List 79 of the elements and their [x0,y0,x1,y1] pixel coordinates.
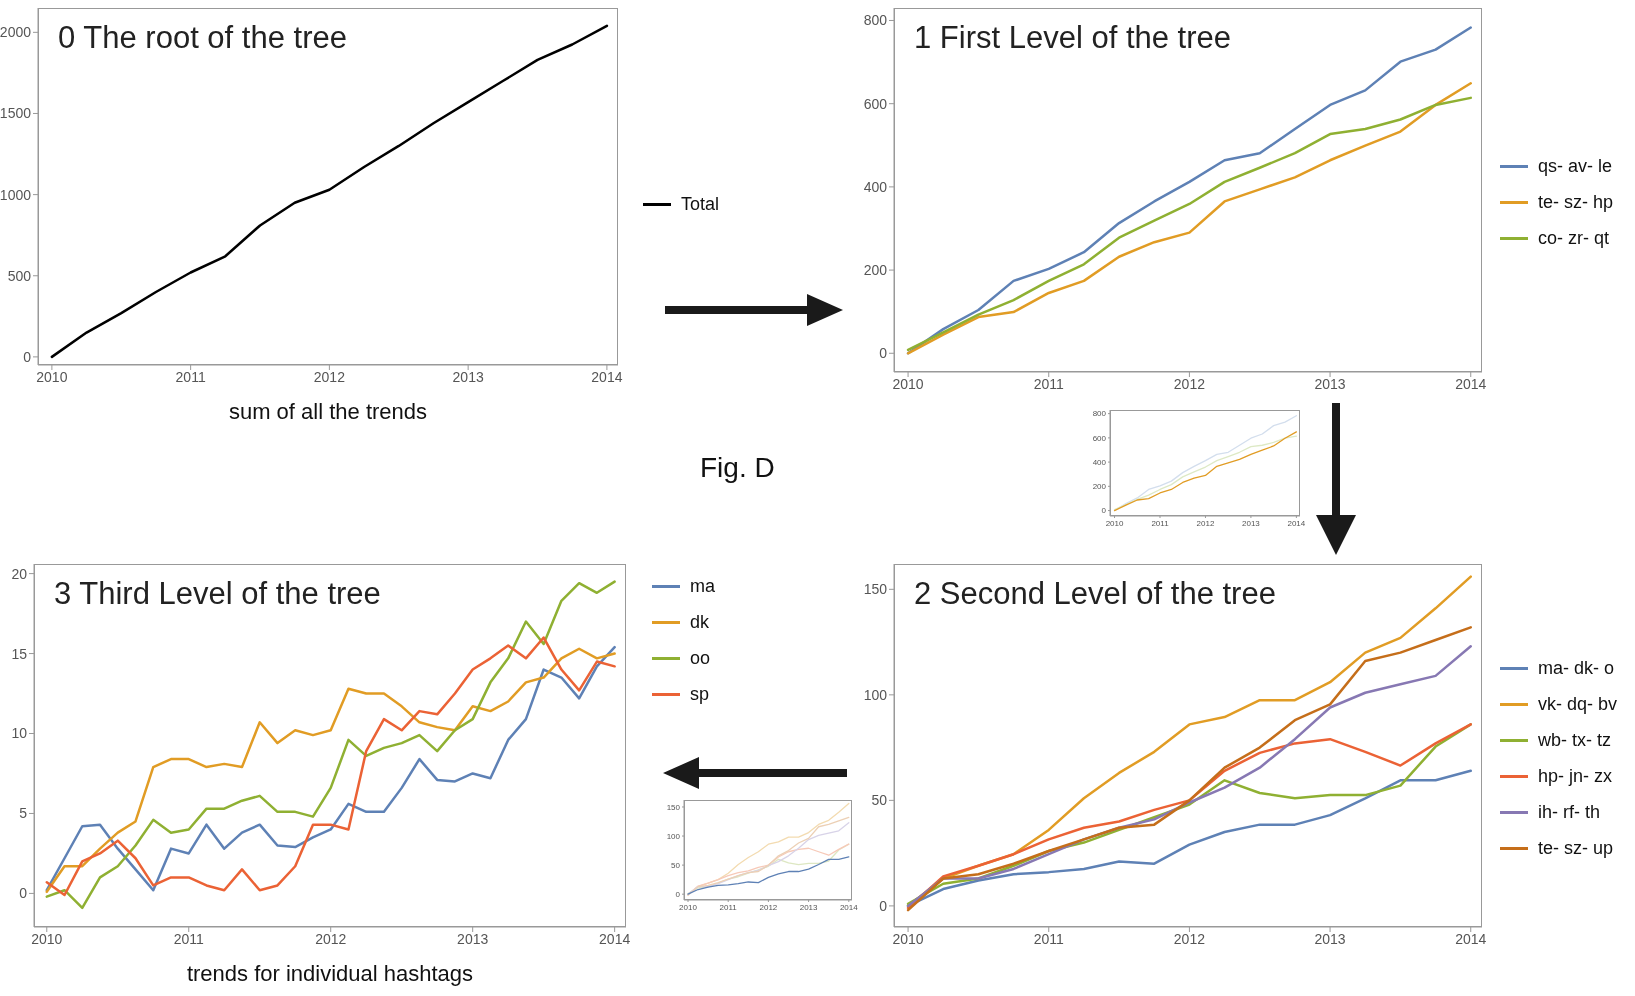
legend-label: te- sz- up [1538,837,1614,859]
x-tick-label: 2010 [31,930,63,947]
x-tick-label: 2014 [1455,375,1487,392]
y-tick-label: 800 [863,12,888,29]
chart-title: 0 The root of the tree [58,20,347,56]
x-tick-label: 2012 [1173,930,1206,947]
y-tick-label: 10 [11,725,28,742]
x-tick-label: 2011 [1033,930,1064,947]
x-tick-label: 2010 [36,368,68,385]
x-tick-label: 2011 [1033,375,1064,392]
x-tick-label: 2010 [679,902,698,912]
legend-label: dk [690,611,710,633]
y-tick-label: 600 [863,95,888,112]
y-tick-label: 50 [871,792,888,809]
x-tick-label: 2012 [313,368,346,385]
y-tick-label: 0 [19,885,28,902]
legend-label: ih- rf- th [1538,801,1601,823]
y-tick-label: 100 [863,686,888,703]
y-tick-label: 0 [23,348,32,365]
x-tick-label: 2013 [1314,930,1346,947]
y-tick-label: 100 [666,831,681,841]
y-tick-label: 50 [671,860,681,870]
x-tick-label: 2012 [1173,375,1206,392]
legend-label: te- sz- hp [1538,191,1614,213]
x-tick-label: 2014 [1455,930,1487,947]
y-tick-label: 2000 [0,24,32,41]
y-tick-label: 0 [675,890,681,900]
y-tick-label: 800 [1092,409,1107,419]
chart-title: 2 Second Level of the tree [914,576,1276,612]
x-tick-label: 2013 [1314,375,1346,392]
x-tick-label: 2012 [315,930,347,947]
legend-label: Total [681,193,720,215]
legend-label: ma- dk- o [1538,657,1615,679]
x-tick-label: 2012 [1196,518,1215,528]
x-tick-label: 2011 [719,902,738,912]
legend-label: wb- tx- tz [1538,729,1612,751]
y-tick-label: 600 [1092,433,1107,443]
y-tick-label: 200 [863,262,888,279]
x-tick-label: 2010 [1105,518,1124,528]
y-tick-label: 400 [1092,457,1107,467]
legend-label: vk- dq- bv [1538,693,1618,715]
y-tick-label: 150 [863,581,888,598]
y-tick-label: 1500 [0,105,32,122]
y-tick-label: 0 [1101,506,1107,516]
x-tick-label: 2014 [839,902,859,912]
x-tick-label: 2014 [1287,518,1306,528]
x-tick-label: 2013 [457,930,489,947]
legend-label: qs- av- le [1538,155,1613,177]
x-axis-title: trends for individual hashtags [185,961,475,987]
x-tick-label: 2010 [892,930,924,947]
legend-label: co- zr- qt [1538,227,1610,249]
x-tick-label: 2014 [591,368,623,385]
x-tick-label: 2011 [175,368,206,385]
x-tick-label: 2011 [173,930,205,947]
x-tick-label: 2013 [452,368,484,385]
chart-title: 3 Third Level of the tree [54,576,381,612]
legend-label: oo [690,647,711,669]
y-tick-label: 1000 [0,186,32,203]
y-tick-label: 15 [11,645,28,662]
y-tick-label: 5 [19,805,28,822]
y-tick-label: 0 [879,897,888,914]
x-tick-label: 2012 [759,902,778,912]
x-tick-label: 2011 [1151,518,1170,528]
text: Fig. D [700,452,775,484]
y-tick-label: 0 [879,345,888,362]
x-tick-label: 2010 [892,375,924,392]
y-tick-label: 150 [666,802,681,812]
y-tick-label: 400 [863,178,888,195]
x-tick-label: 2013 [799,902,819,912]
x-tick-label: 2013 [1242,518,1261,528]
x-axis-title: sum of all the trends [227,399,429,425]
y-tick-label: 500 [7,267,32,284]
legend-label: hp- jn- zx [1538,765,1613,787]
y-tick-label: 20 [11,565,28,582]
y-tick-label: 200 [1092,482,1107,492]
chart-title: 1 First Level of the tree [914,20,1232,56]
legend-label: sp [690,683,710,705]
legend-label: ma [690,575,716,597]
x-tick-label: 2014 [599,930,631,947]
